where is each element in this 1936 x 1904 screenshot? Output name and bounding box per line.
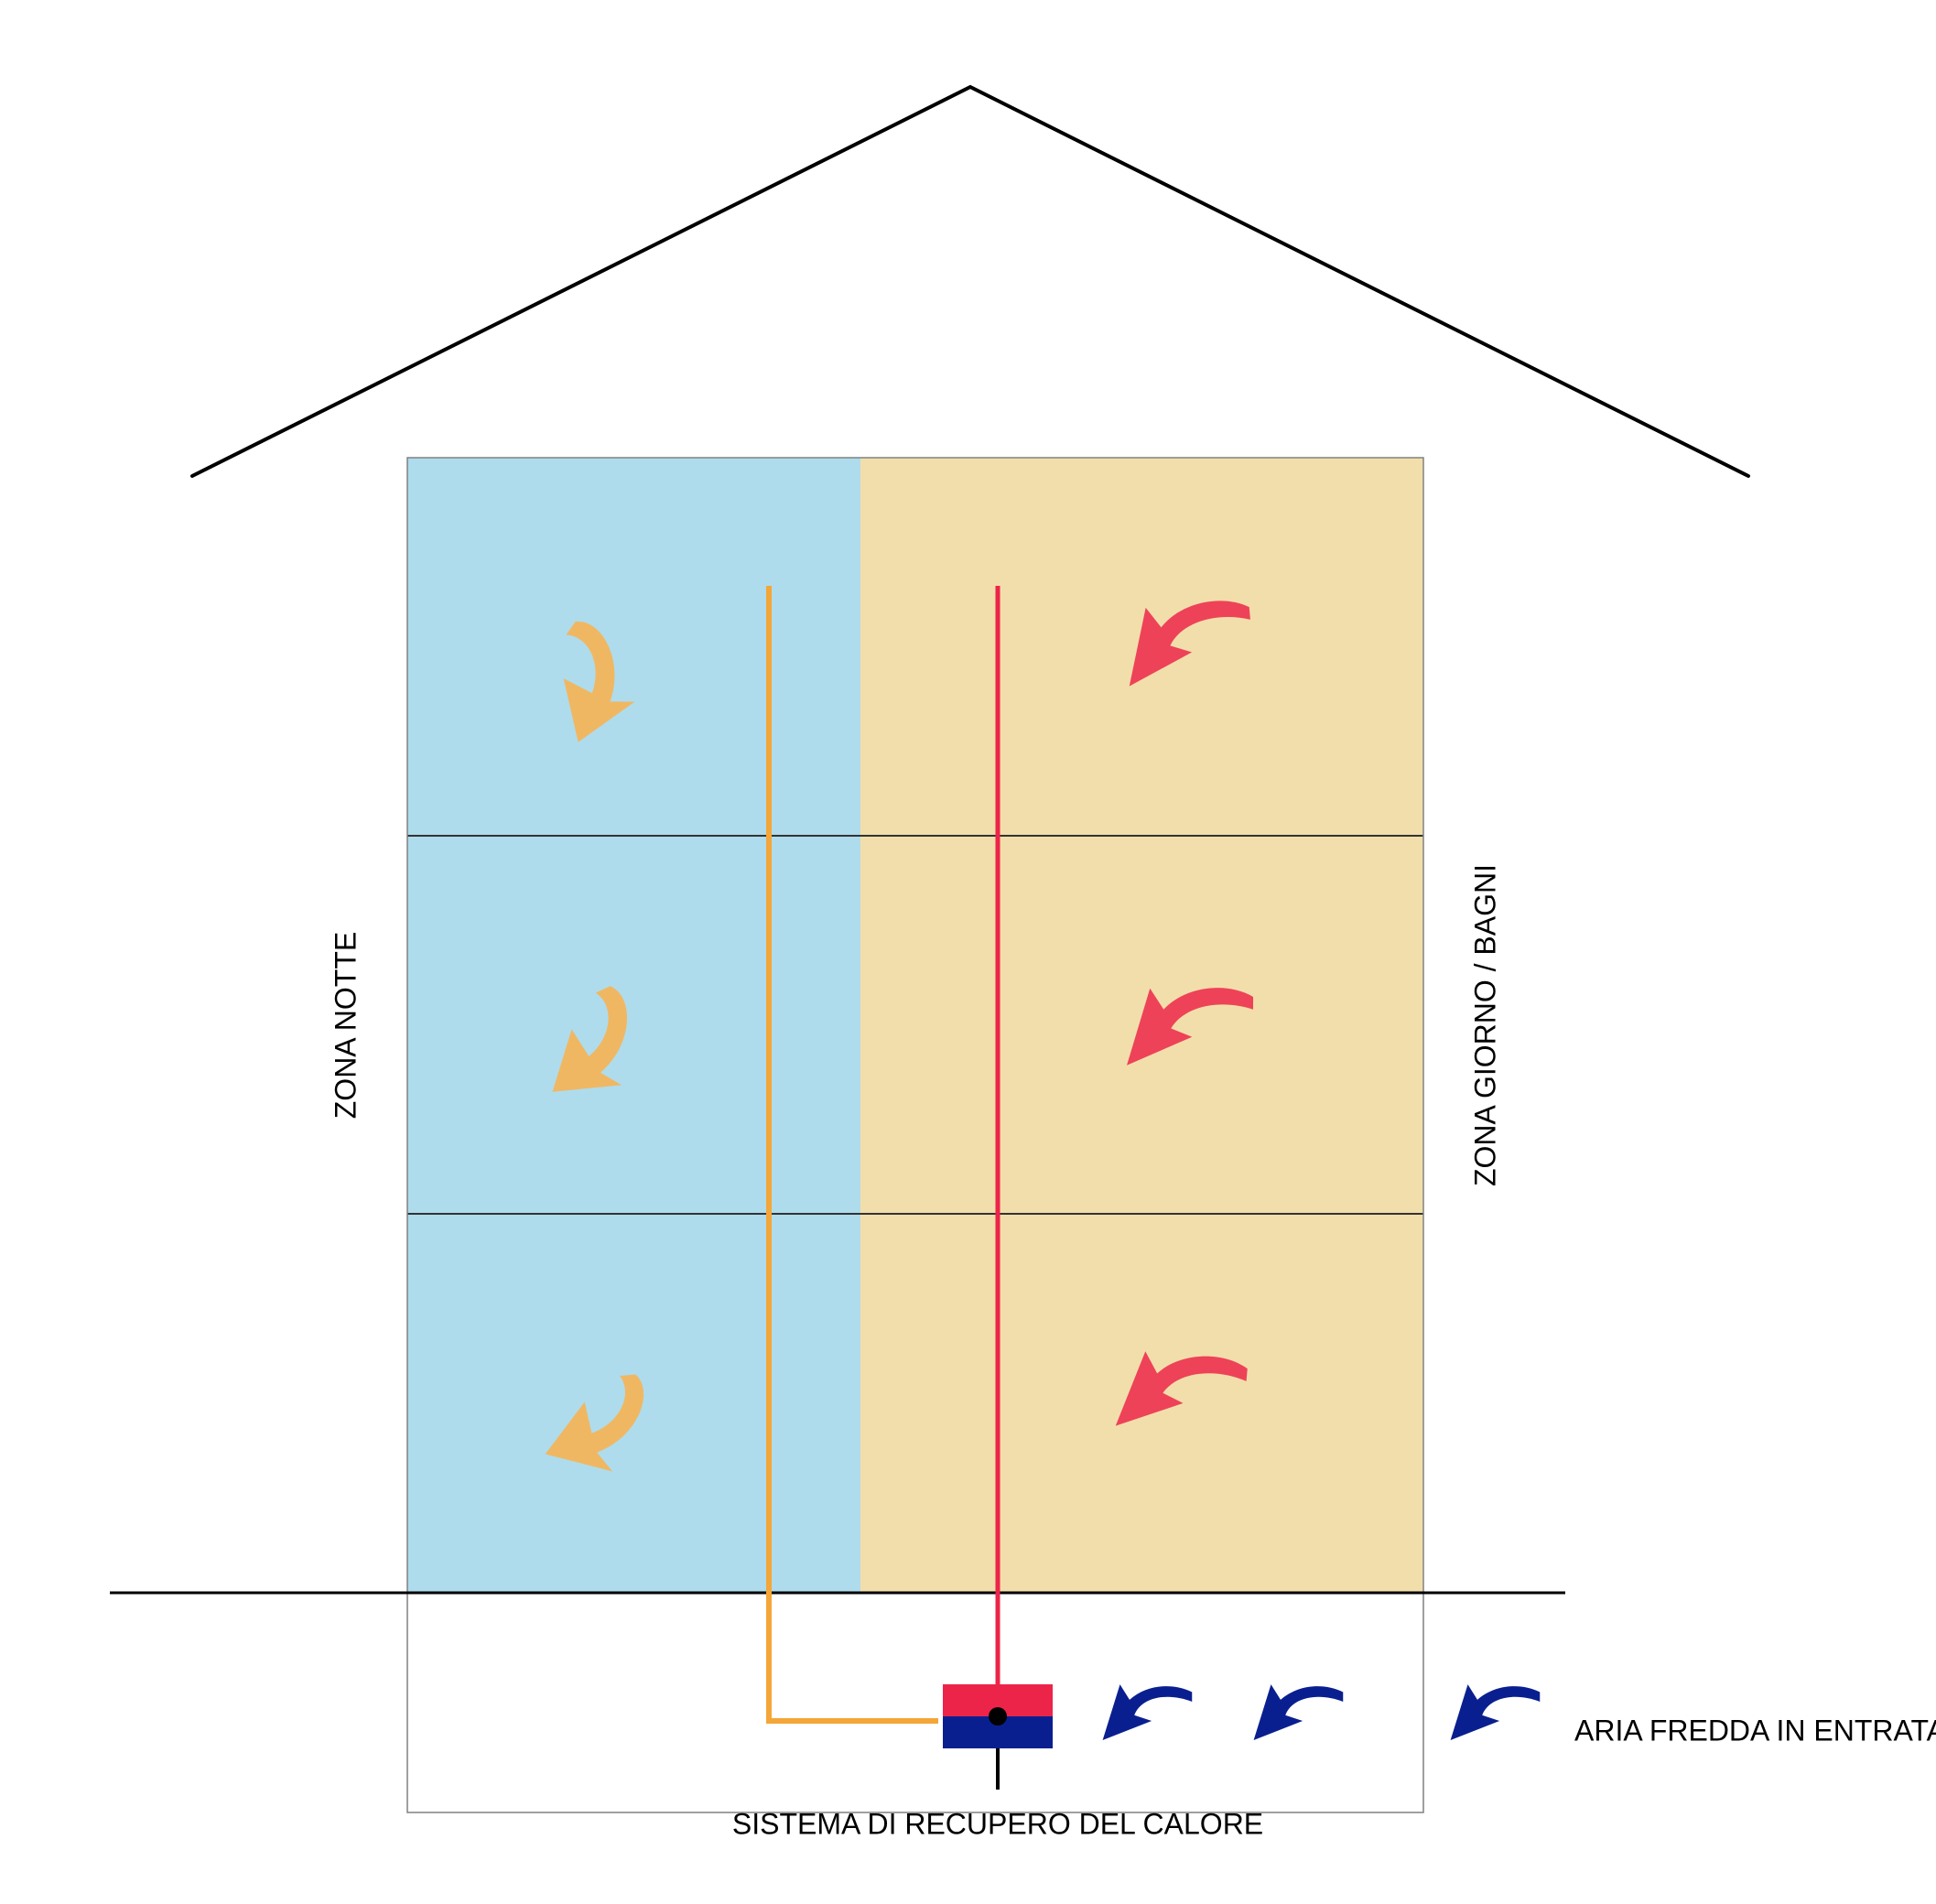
label-recovery-system: SISTEMA DI RECUPERO DEL CALORE (732, 1807, 1263, 1840)
arrow-intake-icon-2 (1254, 1684, 1344, 1740)
label-zona-giorno: ZONA GIORNO / BAGNI (1468, 864, 1501, 1186)
recovery-unit-dot-icon (989, 1707, 1007, 1726)
arrow-intake-icon-1 (1103, 1684, 1193, 1740)
label-cold-air-inlet: ARIA FREDDA IN ENTRATA (1574, 1714, 1936, 1747)
arrow-intake-icon-3 (1451, 1684, 1541, 1740)
label-zona-notte: ZONA NOTTE (329, 932, 362, 1119)
roof-line (192, 87, 1748, 476)
